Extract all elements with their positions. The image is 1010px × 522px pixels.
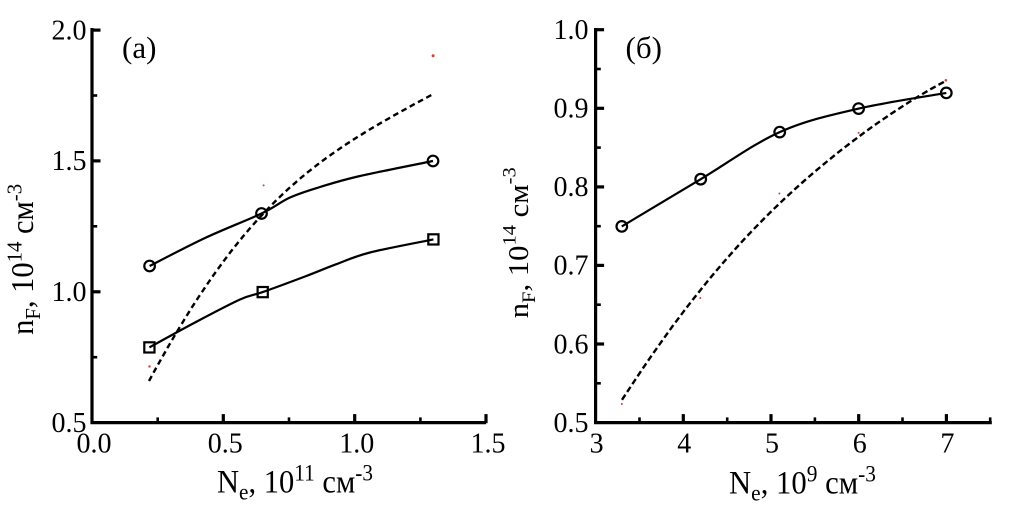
svg-text:0.8: 0.8 — [554, 172, 589, 203]
svg-text:1.5: 1.5 — [52, 146, 87, 177]
svg-text:0.6: 0.6 — [554, 329, 589, 360]
svg-text:Ne, 1011 см-3: Ne, 1011 см-3 — [217, 461, 373, 505]
svg-text:1.0: 1.0 — [339, 429, 374, 460]
svg-text:(a): (a) — [122, 30, 156, 65]
svg-text:nF, 1014 см-3: nF, 1014 см-3 — [500, 167, 541, 318]
svg-text:(б): (б) — [626, 30, 662, 65]
svg-text:7: 7 — [940, 429, 954, 460]
svg-text:0.5: 0.5 — [52, 408, 87, 439]
svg-text:1.0: 1.0 — [554, 15, 589, 46]
svg-text:0.7: 0.7 — [554, 251, 589, 282]
svg-text:nF, 1014 см-3: nF, 1014 см-3 — [2, 184, 45, 335]
svg-text:6: 6 — [853, 429, 867, 460]
svg-text:0.5: 0.5 — [554, 408, 589, 439]
svg-text:1.5: 1.5 — [471, 429, 506, 460]
svg-text:0.9: 0.9 — [554, 94, 589, 125]
svg-text:3: 3 — [590, 429, 604, 460]
svg-text:Ne, 109 см-3: Ne, 109 см-3 — [729, 462, 876, 506]
svg-text:4: 4 — [677, 429, 691, 460]
svg-text:2.0: 2.0 — [52, 15, 87, 46]
svg-text:0.0: 0.0 — [77, 429, 112, 460]
svg-text:0.5: 0.5 — [208, 429, 243, 460]
svg-text:1.0: 1.0 — [52, 277, 87, 308]
svg-text:5: 5 — [765, 429, 779, 460]
